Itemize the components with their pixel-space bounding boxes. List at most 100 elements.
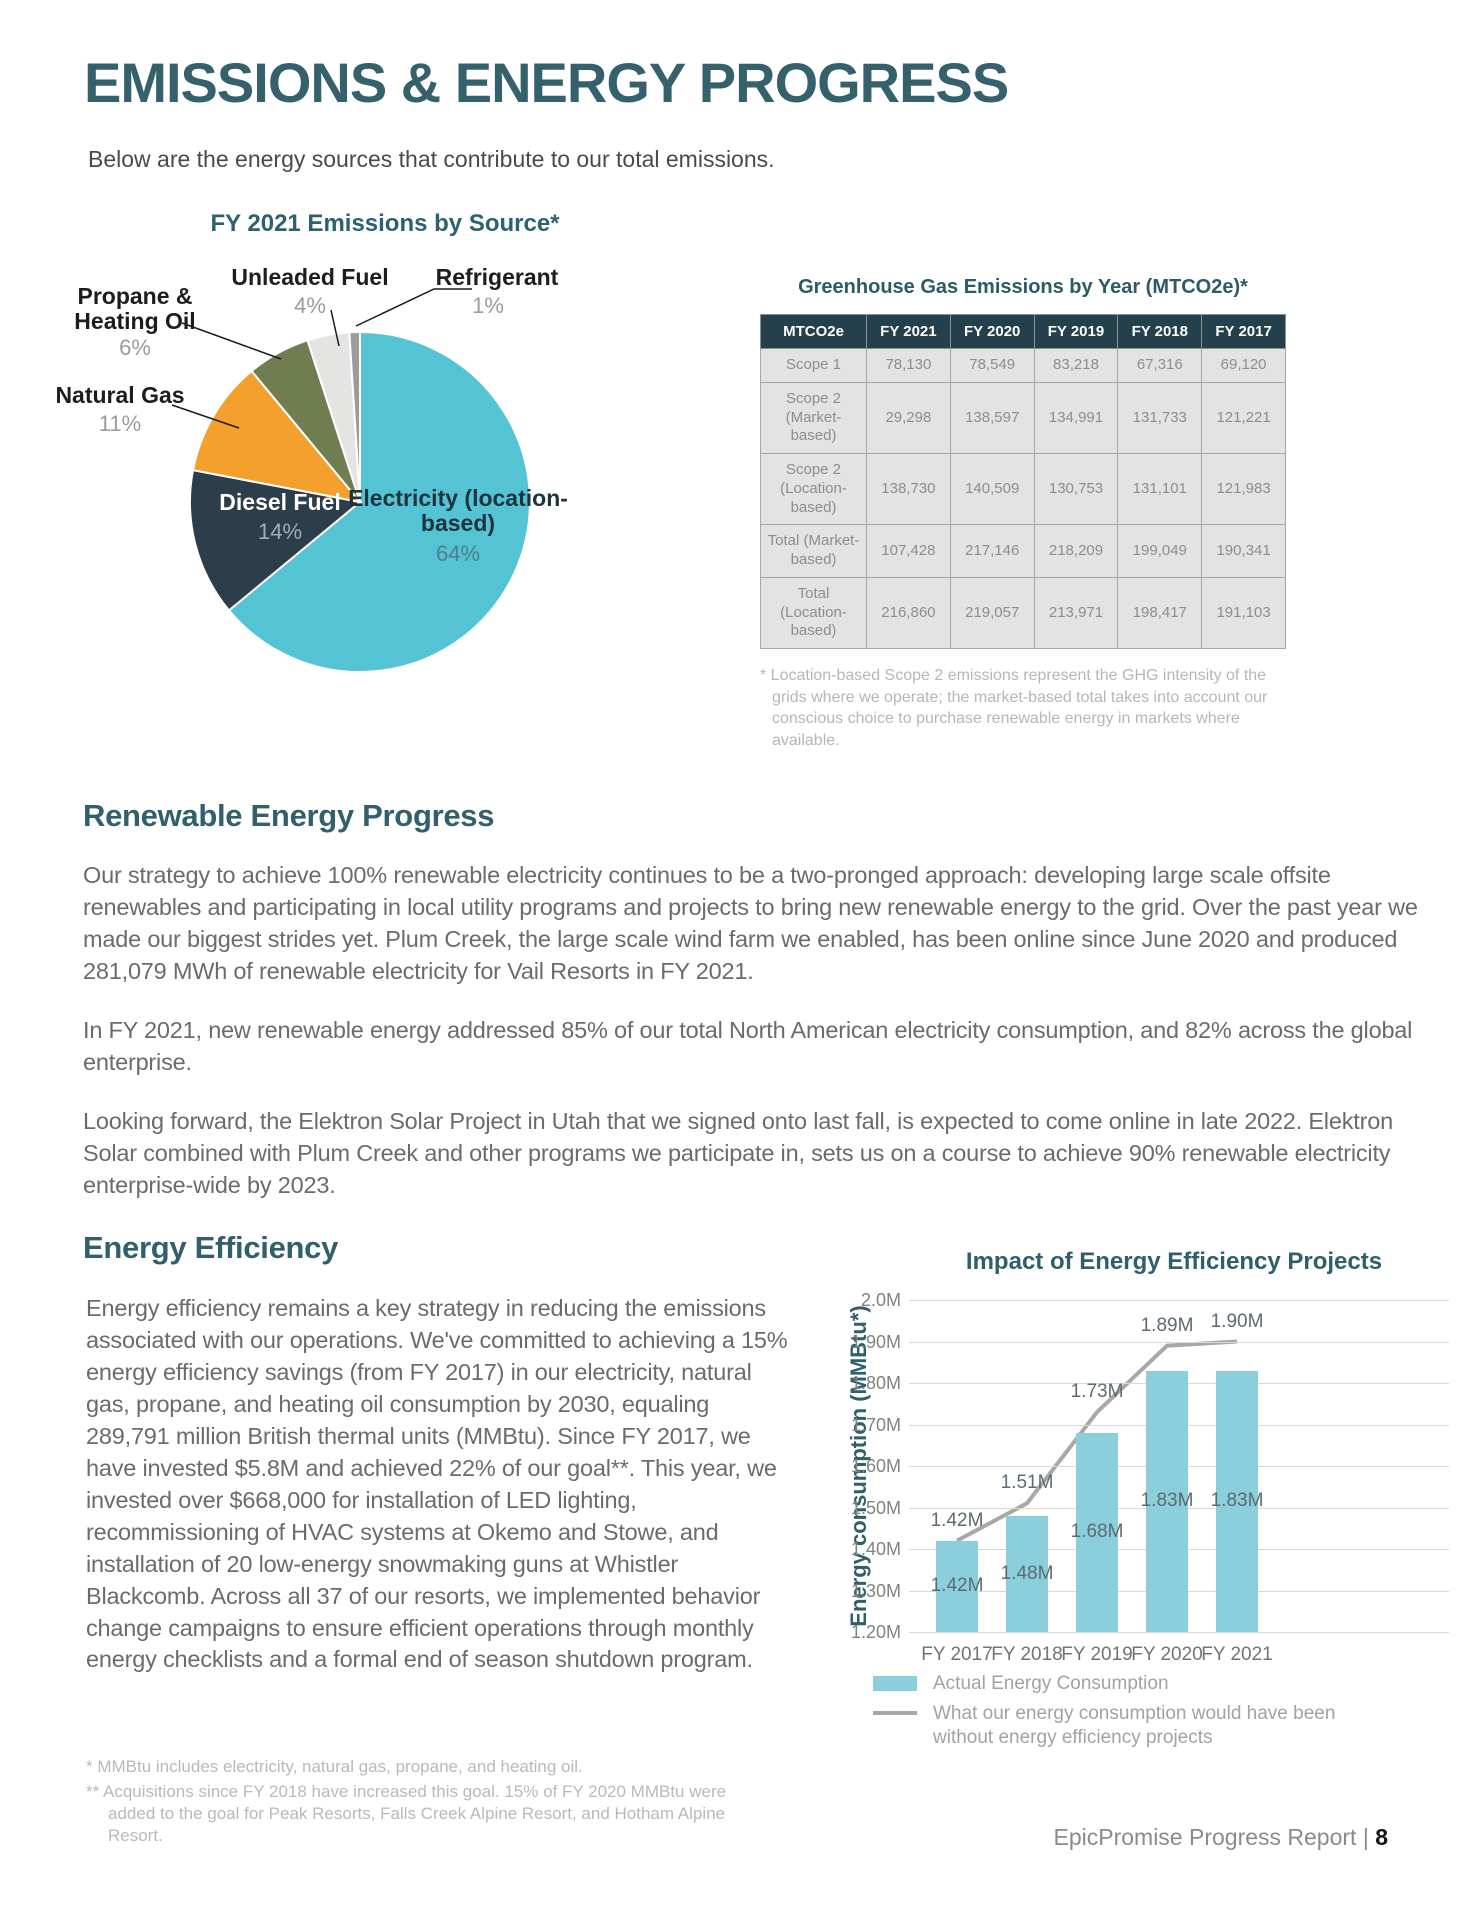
- table-cell: 217,146: [949, 524, 1035, 578]
- table-header-fy-2021: FY 2021: [866, 314, 951, 349]
- bar-fy-2021: [1216, 1370, 1258, 1632]
- bar-chart-plot-area: Energy consumption (MMBtu*) 2.0M 1.90M 1.8…: [846, 1290, 1449, 1665]
- row-label: Scope 1: [760, 348, 867, 383]
- table-cell: 131,101: [1117, 452, 1203, 526]
- table-cell: 140,509: [949, 452, 1035, 526]
- y-tick-label: 1.90M: [850, 1331, 901, 1352]
- footer-page-number: 8: [1375, 1824, 1388, 1850]
- x-tick-label-fy-2020: FY 2020: [1131, 1644, 1203, 1665]
- bar-fy-2019: [1076, 1432, 1118, 1632]
- page-subtitle: Below are the energy sources that contri…: [88, 146, 775, 172]
- gridline: [909, 1300, 1449, 1301]
- table-cell: 218,209: [1033, 524, 1119, 578]
- renewable-paragraph-2: In FY 2021, new renewable energy address…: [83, 1016, 1413, 1075]
- pie-label-unleaded-fuel: Unleaded Fuel: [231, 264, 389, 290]
- table-cell: 29,298: [866, 381, 951, 455]
- table-row-total-location-based: Total (Location-based) 216,860 219,057 213,…: [760, 576, 1286, 650]
- page-title: EMISSIONS & ENERGY PROGRESS: [84, 51, 1009, 114]
- y-tick-label: 1.30M: [850, 1580, 901, 1601]
- pie-label-electricity: Electricity (location-based): [348, 485, 568, 537]
- pie-label-natural-gas: Natural Gas: [55, 382, 185, 408]
- bar-value-label: 1.42M: [930, 1575, 984, 1597]
- table-cell: 190,341: [1201, 524, 1286, 578]
- counterfactual-line: [956, 1339, 1238, 1543]
- pie-pct-electricity: 64%: [435, 541, 481, 566]
- line-value-label: 1.51M: [1000, 1472, 1054, 1494]
- legend-item-actual: Actual Energy Consumption: [873, 1672, 1463, 1696]
- bar-chart-title: Impact of Energy Efficiency Projects: [965, 1248, 1383, 1275]
- table-row-total-market-based: Total (Market-based) 107,428 217,146 218,20…: [760, 524, 1286, 578]
- pie-slice-refrigerant: [348, 330, 361, 503]
- table-header-fy-2019: FY 2019: [1033, 314, 1119, 349]
- x-tick-label-fy-2021: FY 2021: [1201, 1644, 1273, 1665]
- renewable-energy-section: Renewable Energy Progress Our strategy t…: [83, 798, 1435, 1229]
- legend-label-counterfactual: What our energy consumption would have b…: [933, 1702, 1336, 1748]
- bar-fy-2018: [1006, 1515, 1048, 1632]
- pie-chart-title: FY 2021 Emissions by Source*: [210, 210, 560, 237]
- pie-label-diesel-fuel: Diesel Fuel: [219, 489, 341, 515]
- pie-slice-electricity-location-based: [227, 330, 531, 673]
- pie-slice-diesel-fuel: [188, 468, 363, 612]
- y-tick-label: 2.0M: [860, 1290, 901, 1310]
- table-header-mtco2e: MTCO2e: [760, 314, 867, 349]
- table-cell: 191,103: [1201, 576, 1286, 650]
- pie-chart: [188, 330, 531, 673]
- table-cell: 138,730: [866, 452, 951, 526]
- efficiency-paragraph: Energy efficiency remains a key strategy…: [86, 1295, 788, 1673]
- footer-report-name: EpicPromise Progress Report |: [1053, 1824, 1376, 1850]
- row-label: Scope 2 (Market-based): [760, 381, 867, 455]
- table-header-row: MTCO2e FY 2021 FY 2020 FY 2019 FY 2018 FY 201…: [760, 314, 1286, 349]
- efficiency-footnotes: * MMBtu includes electricity, natural ga…: [86, 1756, 746, 1850]
- efficiency-section-heading-block: Energy Efficiency: [83, 1230, 338, 1292]
- table-cell: 219,057: [949, 576, 1035, 650]
- table-row-scope-1: Scope 1 78,130 78,549 83,218 67,316 69,120: [760, 348, 1286, 383]
- table-cell: 199,049: [1117, 524, 1203, 578]
- page-footer: EpicPromise Progress Report | 8: [1054, 1824, 1389, 1851]
- x-tick-label-fy-2019: FY 2019: [1061, 1644, 1133, 1665]
- renewable-section-heading: Renewable Energy Progress: [83, 798, 495, 833]
- table-row-scope-2-market-based: Scope 2 (Market-based) 29,298 138,597 134,9…: [760, 381, 1286, 455]
- pie-label-refrigerant: Refrigerant: [435, 264, 559, 290]
- bar-value-label: 1.83M: [1210, 1490, 1264, 1512]
- efficiency-section-heading: Energy Efficiency: [83, 1230, 339, 1265]
- table-cell: 216,860: [866, 576, 951, 650]
- bar-value-label: 1.48M: [1000, 1562, 1054, 1584]
- bar-fy-2020: [1146, 1370, 1188, 1632]
- row-label: Total (Location-based): [760, 576, 867, 650]
- legend-label-actual: Actual Energy Consumption: [933, 1673, 1169, 1694]
- line-value-label: 1.90M: [1210, 1310, 1264, 1332]
- table-cell: 138,597: [949, 381, 1035, 455]
- y-tick-label: 1.70M: [850, 1414, 901, 1435]
- ghg-emissions-table-block: Greenhouse Gas Emissions by Year (MTCO2e…: [760, 276, 1286, 751]
- table-row-scope-2-location-based: Scope 2 (Location-based) 138,730 140,509 13…: [760, 452, 1286, 526]
- legend-item-counterfactual: What our energy consumption would have b…: [873, 1702, 1463, 1750]
- ghg-table-title: Greenhouse Gas Emissions by Year (MTCO2e…: [798, 276, 1248, 298]
- table-cell: 83,218: [1033, 348, 1119, 383]
- row-label: Scope 2 (Location-based): [760, 452, 867, 526]
- line-value-label: 1.42M: [930, 1509, 984, 1531]
- table-header-fy-2017: FY 2017: [1201, 314, 1286, 349]
- pie-pct-unleaded-fuel: 4%: [294, 293, 326, 318]
- line-value-label: 1.73M: [1070, 1381, 1124, 1403]
- y-tick-label: 1.20M: [850, 1622, 901, 1642]
- table-cell: 130,753: [1033, 452, 1119, 526]
- efficiency-footnote-2: ** Acquisitions since FY 2018 have incre…: [86, 1782, 727, 1846]
- line-series: [956, 1339, 1238, 1543]
- ghg-emissions-table: MTCO2e FY 2021 FY 2020 FY 2019 FY 2018 FY 201…: [760, 314, 1286, 650]
- table-cell: 69,120: [1201, 348, 1286, 383]
- pie-pct-diesel-fuel: 14%: [257, 519, 303, 544]
- table-cell: 134,991: [1033, 381, 1119, 455]
- legend-line-swatch: [873, 1710, 917, 1715]
- table-cell: 198,417: [1117, 576, 1203, 650]
- chart-legend: Actual Energy Consumption What our energ…: [873, 1672, 1463, 1749]
- x-tick-label-fy-2017: FY 2017: [921, 1644, 993, 1665]
- emissions-pie-figure: FY 2021 Emissions by Source* Electricity…: [30, 172, 620, 712]
- gridline: [909, 1632, 1449, 1633]
- table-header-fy-2018: FY 2018: [1117, 314, 1203, 349]
- pie-pct-refrigerant: 1%: [472, 293, 504, 318]
- ghg-table-footnote: * Location-based Scope 2 emissions repre…: [760, 667, 1268, 749]
- bar-value-label: 1.68M: [1070, 1521, 1124, 1543]
- table-cell: 107,428: [866, 524, 951, 578]
- energy-efficiency-chart-block: Impact of Energy Efficiency Projects Ene…: [845, 1248, 1463, 1755]
- pie-label-propane-heating-oil: Propane & Heating Oil: [74, 283, 196, 335]
